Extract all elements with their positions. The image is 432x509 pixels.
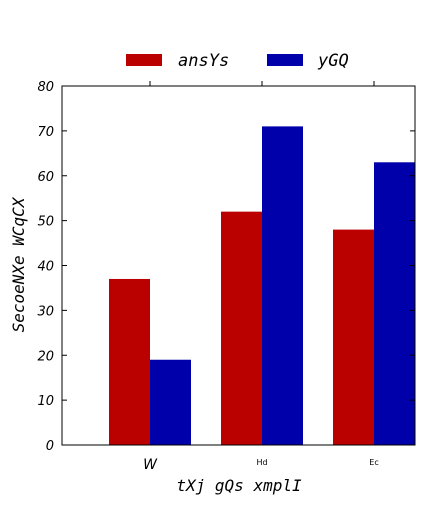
bar-yGQ-W [150,359,191,445]
x-tick-label: W [143,457,158,473]
bar-yGQ-Hd [262,126,303,445]
y-tick-label: 30 [37,304,54,319]
x-tick-label: Hd [256,458,267,467]
legend-swatch-ansYs [126,54,162,66]
x-axis-title: tXj gQs xmplI [176,476,302,495]
y-tick-label: 40 [37,260,54,275]
y-axis-title: SecoeNXe WCqCX [9,196,28,332]
y-tick-label: 10 [37,394,54,409]
bar-ansYs-Hd [221,211,262,445]
legend-label-ansYs: ansYs [178,51,229,71]
bar-yGQ-Ec [374,162,415,445]
legend-swatch-yGQ [267,54,303,66]
legend-label-yGQ: yGQ [317,51,349,71]
bars-group [109,126,415,445]
plot-frame [61,85,416,446]
y-axis: 0 10 20 30 40 50 60 70 80 [37,80,415,454]
legend: ansYs yGQ [126,51,349,71]
y-tick-label: 20 [37,349,54,364]
y-tick-label: 50 [37,215,54,230]
y-tick-label: 0 [46,439,54,454]
y-tick-label: 60 [37,170,54,185]
y-tick-label: 80 [37,80,54,95]
x-axis: W Hd Ec [143,81,379,473]
bar-ansYs-W [109,278,150,445]
bar-ansYs-Ec [333,229,374,445]
y-tick-label: 70 [37,125,54,140]
x-tick-label: Ec [369,458,378,467]
